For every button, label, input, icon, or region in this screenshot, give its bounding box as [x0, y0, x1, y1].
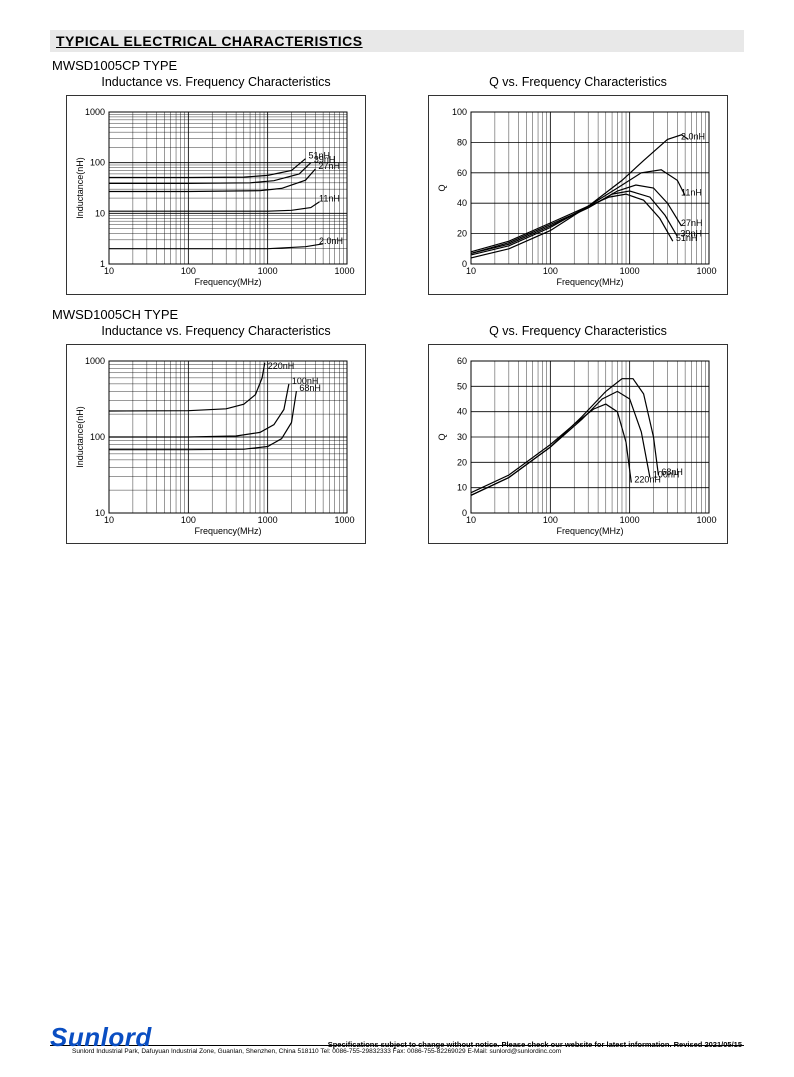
svg-text:10: 10 [95, 208, 105, 218]
svg-text:60: 60 [457, 356, 467, 366]
type1-label: MWSD1005CP TYPE [52, 58, 744, 73]
type1-q-col: Q vs. Frequency Characteristics 10 100 100… [412, 75, 744, 295]
svg-text:100: 100 [543, 515, 558, 525]
svg-text:1: 1 [100, 259, 105, 269]
svg-text:50: 50 [457, 381, 467, 391]
type1-q-title: Q vs. Frequency Characteristics [489, 75, 667, 89]
page-footer: Sunlord Specifications subject to change… [50, 1022, 744, 1055]
svg-text:Frequency(MHz): Frequency(MHz) [556, 277, 623, 287]
svg-text:20: 20 [457, 229, 467, 239]
svg-text:1000: 1000 [85, 356, 105, 366]
svg-text:1000: 1000 [258, 515, 278, 525]
type2-ind-title: Inductance vs. Frequency Characteristics [101, 324, 330, 338]
footer-address: Sunlord Industrial Park, Dafuyuan Indust… [50, 1048, 744, 1055]
type1-q-chart: 10100100010000020406080100Frequency(MHz)… [428, 95, 728, 295]
svg-text:0: 0 [462, 259, 467, 269]
svg-text:10: 10 [466, 266, 476, 276]
svg-text:60: 60 [457, 168, 467, 178]
svg-text:100: 100 [90, 158, 105, 168]
svg-text:1000: 1000 [620, 515, 640, 525]
svg-text:2.0nH: 2.0nH [681, 131, 705, 141]
svg-text:2.0nH: 2.0nH [319, 236, 343, 246]
svg-text:220nH: 220nH [268, 361, 295, 371]
svg-text:100: 100 [543, 266, 558, 276]
svg-text:Q: Q [437, 433, 447, 440]
svg-text:11nH: 11nH [319, 194, 340, 204]
svg-text:10: 10 [95, 508, 105, 518]
svg-text:Frequency(MHz): Frequency(MHz) [556, 526, 623, 536]
svg-text:1000: 1000 [620, 266, 640, 276]
section-header: TYPICAL ELECTRICAL CHARACTERISTICS [50, 30, 744, 52]
svg-text:10: 10 [457, 483, 467, 493]
svg-text:40: 40 [457, 407, 467, 417]
svg-text:1000: 1000 [258, 266, 278, 276]
svg-text:100: 100 [452, 107, 467, 117]
type1-charts-row: Inductance vs. Frequency Characteristics… [50, 75, 744, 295]
svg-text:27nH: 27nH [681, 218, 703, 228]
type2-q-chart: 101001000100000102030405060Frequency(MHz… [428, 344, 728, 544]
svg-text:10000: 10000 [334, 515, 355, 525]
type2-ind-col: Inductance vs. Frequency Characteristics… [50, 324, 382, 544]
svg-text:100: 100 [181, 266, 196, 276]
type2-charts-row: Inductance vs. Frequency Characteristics… [50, 324, 744, 544]
svg-text:Frequency(MHz): Frequency(MHz) [194, 526, 261, 536]
type1-ind-chart: 101001000100001101001000Frequency(MHz)In… [66, 95, 366, 295]
svg-text:10000: 10000 [696, 515, 717, 525]
svg-text:10000: 10000 [696, 266, 717, 276]
svg-text:27nH: 27nH [318, 161, 340, 171]
type2-label: MWSD1005CH TYPE [52, 307, 744, 322]
svg-text:220nH: 220nH [634, 475, 661, 485]
svg-text:1000: 1000 [85, 107, 105, 117]
svg-text:100: 100 [181, 515, 196, 525]
type1-ind-col: Inductance vs. Frequency Characteristics… [50, 75, 382, 295]
type2-q-title: Q vs. Frequency Characteristics [489, 324, 667, 338]
svg-text:10: 10 [466, 515, 476, 525]
svg-text:Inductance(nH): Inductance(nH) [75, 406, 85, 468]
type1-ind-title: Inductance vs. Frequency Characteristics [101, 75, 330, 89]
svg-text:100: 100 [90, 432, 105, 442]
svg-text:40: 40 [457, 198, 467, 208]
svg-text:10000: 10000 [334, 266, 355, 276]
svg-text:Inductance(nH): Inductance(nH) [75, 157, 85, 219]
svg-text:10: 10 [104, 266, 114, 276]
type2-ind-chart: 10100100010000101001000Frequency(MHz)Ind… [66, 344, 366, 544]
svg-text:11nH: 11nH [681, 188, 702, 198]
svg-text:Frequency(MHz): Frequency(MHz) [194, 277, 261, 287]
svg-text:51nH: 51nH [676, 233, 698, 243]
svg-text:0: 0 [462, 508, 467, 518]
svg-text:Q: Q [437, 184, 447, 191]
svg-text:20: 20 [457, 457, 467, 467]
svg-text:30: 30 [457, 432, 467, 442]
svg-text:10: 10 [104, 515, 114, 525]
svg-text:68nH: 68nH [299, 383, 321, 393]
type2-q-col: Q vs. Frequency Characteristics 10100100… [412, 324, 744, 544]
svg-text:80: 80 [457, 137, 467, 147]
